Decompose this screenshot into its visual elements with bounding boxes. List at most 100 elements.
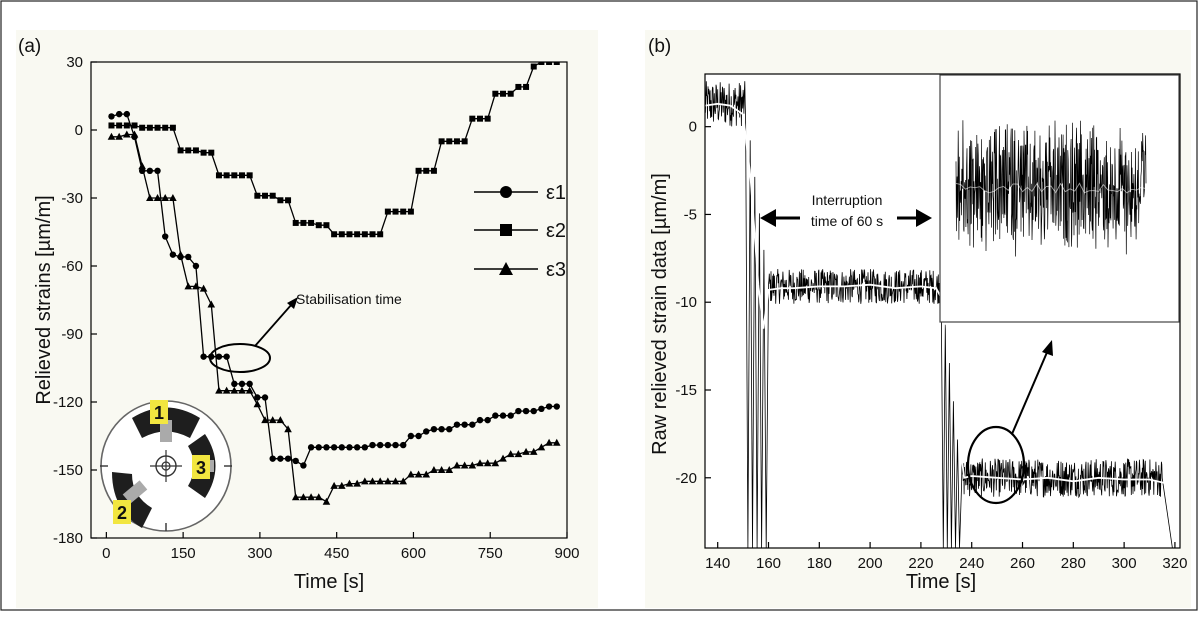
data-point-e2 (139, 124, 146, 131)
data-point-e3 (261, 416, 269, 424)
data-point-e2 (315, 222, 322, 229)
data-point-e1 (192, 262, 200, 270)
data-point-e2 (415, 167, 422, 174)
data-point-e2 (223, 172, 230, 179)
legend-e2-square-marker (500, 224, 512, 236)
interruption-left-arrow-head (760, 209, 776, 227)
panel-a-y-tick-label: -150 (53, 462, 83, 479)
data-point-e3 (353, 479, 361, 487)
gauge-1-tag (150, 400, 168, 424)
data-point-e2 (323, 222, 330, 229)
data-point-e3 (407, 470, 415, 478)
panel-b-y-tick-label: -20 (675, 470, 697, 487)
data-point-e3 (468, 461, 477, 469)
data-point-e3 (153, 194, 162, 201)
panel-a-y-tick-label: -60 (61, 258, 83, 275)
data-point-e2 (154, 124, 161, 131)
data-point-e3 (230, 386, 239, 394)
gauge-2-wire (122, 480, 148, 504)
data-point-e3 (138, 162, 146, 170)
smoothed-strain-line (705, 102, 1176, 496)
data-point-e1 (200, 353, 207, 360)
data-point-e2 (446, 138, 453, 145)
data-point-e2 (546, 62, 553, 65)
panel-a: (a) 0 150 300 450 600 750 900 300-30-60-90-120… (16, 30, 598, 608)
zoom-arrow-line (1011, 349, 1049, 435)
data-point-e2 (285, 197, 292, 204)
panel-a-x-axis-label: Time [s] (294, 571, 364, 593)
legend-e2-label: ε2 (546, 220, 566, 242)
data-point-e2 (231, 172, 238, 179)
data-point-e3 (314, 493, 323, 501)
data-point-e1 (154, 167, 161, 174)
data-point-e1 (446, 426, 453, 433)
data-point-e2 (108, 122, 115, 129)
data-point-e1 (346, 444, 353, 451)
data-point-e1 (438, 426, 445, 433)
data-point-e2 (215, 172, 222, 179)
panel-b-x-axis-label: Time [s] (906, 571, 976, 593)
data-point-e3 (207, 300, 216, 308)
data-point-e2 (162, 124, 169, 131)
data-point-e2 (423, 167, 430, 174)
data-point-e1 (400, 441, 407, 449)
panel-b-label: (b) (648, 36, 671, 57)
interruption-label-line-2: time of 60 s (811, 213, 883, 229)
data-point-e3 (437, 466, 446, 473)
data-point-e1 (461, 421, 468, 428)
data-point-e2 (192, 147, 199, 154)
data-point-e3 (199, 284, 208, 292)
data-point-e3 (222, 386, 231, 394)
panel-b-x-tick-label: 280 (1061, 555, 1086, 572)
data-point-e3 (499, 454, 507, 462)
data-point-e3 (107, 132, 116, 140)
gauge-3-tag (192, 455, 210, 479)
gauge-1-wire (160, 420, 172, 442)
legend-e3-triangle-marker (499, 262, 513, 275)
data-point-e2 (277, 197, 284, 204)
data-point-e3 (238, 386, 246, 394)
data-point-e2 (200, 149, 207, 156)
panel-b-plot-frame (704, 73, 1181, 549)
data-point-e2 (208, 149, 215, 156)
data-point-e3 (337, 481, 346, 489)
panel-b-y-ticks: 0 -5 -10 -15 -20 (675, 119, 711, 487)
panel-a-background (16, 30, 598, 608)
panel-b-x-tick-label: 260 (1010, 555, 1035, 572)
data-point-e2 (238, 172, 245, 179)
data-point-e3 (268, 416, 277, 424)
data-point-e3 (215, 386, 223, 394)
data-point-e1 (499, 412, 507, 419)
data-point-e2 (377, 231, 384, 238)
panel-b-x-ticks: 140 160 180 200 220 240 260 280 300 320 (705, 542, 1187, 572)
data-point-e3 (529, 447, 538, 455)
inset-smoothed-line (955, 182, 1147, 194)
panel-b-y-tick-label: -5 (684, 206, 697, 223)
data-point-e1 (146, 167, 154, 174)
data-point-e3 (123, 130, 131, 138)
data-point-e2 (185, 147, 192, 154)
data-point-e2 (331, 231, 338, 238)
panel-a-plot-frame (90, 61, 568, 539)
panel-a-x-ticks: 0 150 300 450 600 750 900 (102, 532, 580, 562)
panel-a-y-tick-label: 0 (75, 122, 83, 139)
data-point-e3 (430, 466, 438, 473)
data-point-e3 (422, 470, 431, 478)
zoom-inset (939, 74, 1180, 323)
data-point-e1 (108, 113, 115, 120)
panel-b-series-group (705, 81, 1176, 548)
data-point-e3 (514, 450, 523, 458)
data-point-e2 (523, 83, 530, 90)
data-point-e2 (461, 138, 468, 145)
panel-b-y-tick-label: -10 (675, 294, 697, 311)
gauge-2-tag (113, 500, 131, 524)
panel-a-y-tick-label: -30 (61, 190, 83, 207)
data-point-e3 (146, 194, 154, 201)
data-point-e2 (131, 122, 138, 129)
data-point-e2 (476, 115, 483, 122)
data-point-e1 (254, 394, 261, 401)
data-point-e3 (115, 132, 123, 140)
data-point-e1 (277, 455, 284, 462)
